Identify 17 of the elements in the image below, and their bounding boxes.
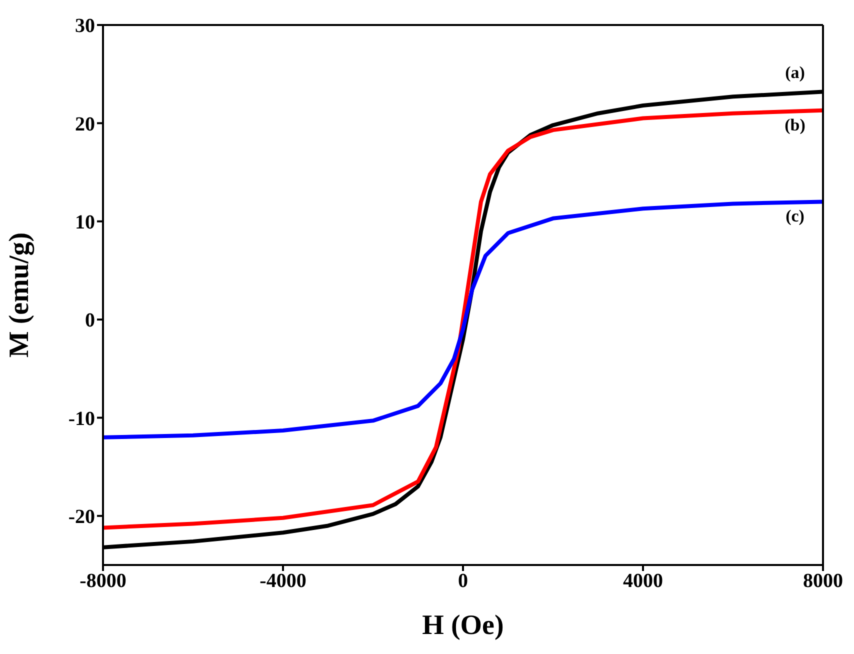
y-tick-label: 20 xyxy=(75,113,95,136)
y-tick-label: 10 xyxy=(75,211,95,234)
x-tick-label: -4000 xyxy=(260,570,306,592)
x-axis-title: H (Oe) xyxy=(422,610,504,641)
y-tick-label: 0 xyxy=(85,310,95,332)
x-tick-label: -8000 xyxy=(80,570,126,592)
x-tick-label: 0 xyxy=(458,570,468,592)
x-tick-label: 4000 xyxy=(623,570,663,592)
series-label: (c) xyxy=(786,206,804,226)
y-tick-label: -20 xyxy=(68,506,95,528)
line-series xyxy=(103,200,823,440)
series-label: (b) xyxy=(784,115,806,134)
y-axis-title: M (emu/g) xyxy=(4,232,35,358)
y-tick-label: -10 xyxy=(68,408,95,430)
series-label: (a) xyxy=(785,62,805,82)
y-tick-label: 30 xyxy=(75,15,95,38)
x-tick-label: 8000 xyxy=(803,570,843,592)
